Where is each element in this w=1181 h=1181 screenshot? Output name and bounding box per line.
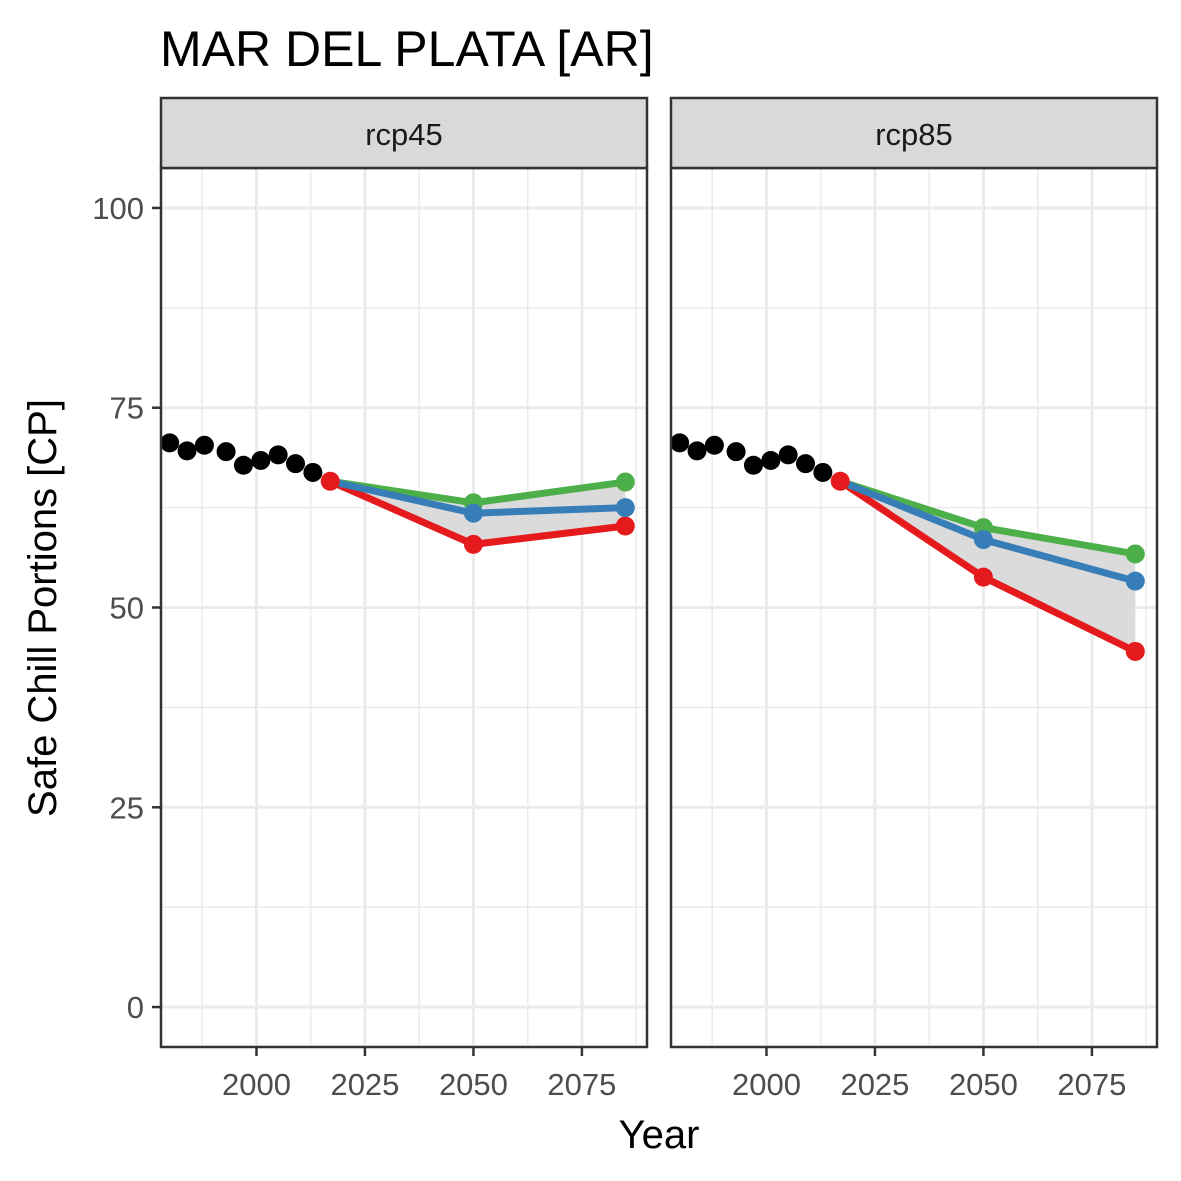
chart-title: MAR DEL PLATA [AR] [160, 21, 654, 77]
historic-point [194, 435, 214, 455]
historic-point [743, 455, 763, 475]
panel-rcp85: rcp85 2000 2025 2050 2075 [669, 96, 1159, 1102]
y-tick-label: 75 [110, 391, 144, 426]
historic-point [670, 433, 690, 453]
series-point-median [463, 503, 483, 523]
x-tick-label: 2050 [439, 1067, 508, 1102]
historic-point [233, 455, 253, 475]
series-point-median [615, 498, 635, 518]
series-point-low [973, 567, 993, 587]
x-tick-label: 2000 [732, 1067, 801, 1102]
x-tick-label: 2075 [1057, 1067, 1126, 1102]
series-point-median [1125, 571, 1145, 591]
facet-strip [669, 96, 1159, 170]
historic-point [778, 445, 798, 465]
y-tick-label: 0 [127, 990, 144, 1025]
historic-point [251, 450, 271, 470]
historic-point [177, 441, 197, 461]
series-point-low [463, 534, 483, 554]
historic-point [268, 445, 288, 465]
series-point-median [973, 530, 993, 550]
historic-point [726, 442, 746, 462]
historic-point [216, 442, 236, 462]
x-tick-label: 2025 [330, 1067, 399, 1102]
y-tick-label: 25 [110, 790, 144, 825]
series-point-low [615, 516, 635, 536]
historic-point [286, 454, 306, 474]
y-axis-title: Safe Chill Portions [CP] [21, 399, 65, 817]
series-point-high [615, 472, 635, 492]
historic-point [813, 462, 833, 482]
historic-point [303, 462, 323, 482]
facet-strip-label: rcp45 [365, 117, 443, 152]
x-tick-label: 2050 [949, 1067, 1018, 1102]
x-tick-label: 2025 [840, 1067, 909, 1102]
historic-point [704, 435, 724, 455]
series-point-low [1125, 641, 1145, 661]
panels: rcp45 2000 2025 2050 2075 0 25 50 75 100 rcp85 2000… [92, 96, 1159, 1102]
facet-strip [159, 96, 649, 170]
y-tick-label: 100 [92, 191, 144, 226]
facet-strip-label: rcp85 [875, 117, 953, 152]
x-tick-label: 2075 [547, 1067, 616, 1102]
y-tick-label: 50 [110, 591, 144, 626]
historic-point [687, 441, 707, 461]
historic-point [761, 450, 781, 470]
historic-point [830, 471, 850, 491]
scenario-ribbon [840, 481, 1136, 652]
panel-rcp45: rcp45 2000 2025 2050 2075 0 25 50 75 100 [92, 96, 649, 1102]
series-point-high [1125, 544, 1145, 564]
x-tick-label: 2000 [222, 1067, 291, 1102]
historic-point [160, 433, 180, 453]
historic-point [320, 471, 340, 491]
x-axis-title: Year [619, 1113, 700, 1157]
historic-point [796, 454, 816, 474]
